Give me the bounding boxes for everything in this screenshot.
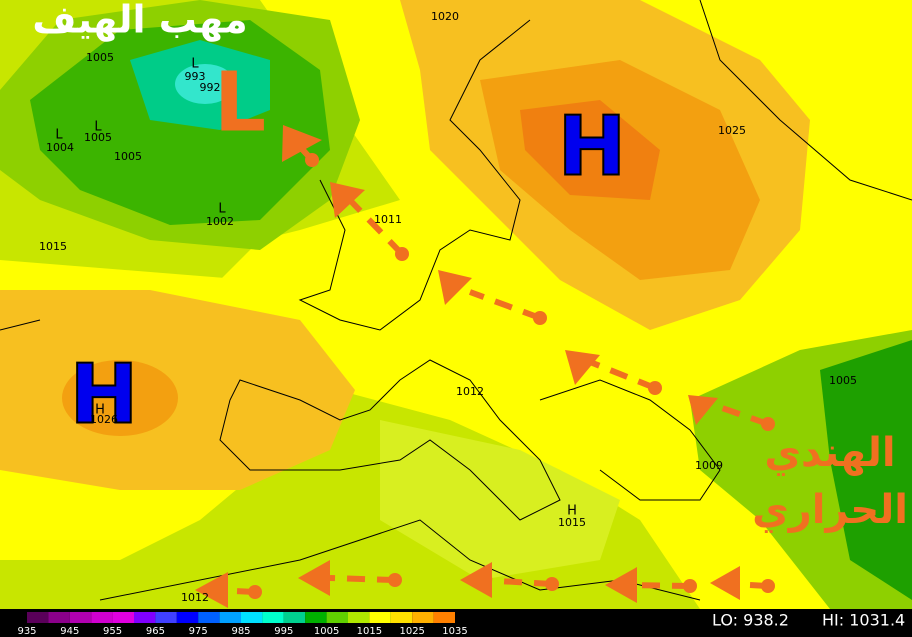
legend-swatch: [390, 612, 413, 623]
legend-tick-label: 965: [146, 626, 165, 637]
legend-tick-label: 1035: [442, 626, 467, 637]
isobar-label: 1025: [718, 124, 746, 137]
legend-swatch: [69, 612, 92, 623]
center-marker: L: [94, 120, 102, 135]
isobar-label: 1005: [114, 150, 142, 163]
legend-tick-label: 1025: [399, 626, 424, 637]
center-marker: L: [191, 57, 199, 72]
legend-lo: LO: 938.2: [712, 611, 789, 630]
isobar-label: 1002: [206, 215, 234, 228]
zone-orange-core: [520, 100, 660, 200]
legend-tick-label: 975: [189, 626, 208, 637]
legend-hi: HI: 1031.4: [822, 611, 905, 630]
annotation-line: الحراري: [752, 487, 908, 533]
isobar-label: 1005: [829, 374, 857, 387]
isobar-label: 1026: [90, 413, 118, 426]
isobar-label: 1012: [181, 591, 209, 604]
isobar-label: 992: [200, 81, 221, 94]
annotation-line: الهندي: [764, 430, 895, 476]
isobar-label: 1004: [46, 141, 74, 154]
legend-tick-label: 935: [17, 626, 36, 637]
legend-swatch: [91, 612, 113, 623]
zone-green: [820, 340, 912, 600]
legend-tick-label: 985: [231, 626, 250, 637]
isobar-label: 1015: [39, 240, 67, 253]
center-marker: L: [218, 202, 226, 217]
isobar-label: 1015: [558, 516, 586, 529]
legend-tick-label: 995: [274, 626, 293, 637]
map-title: مهب الهيف: [32, 0, 247, 42]
legend-swatch: [112, 612, 134, 623]
legend-tick-label: 1005: [314, 626, 339, 637]
legend-swatch: [326, 612, 348, 623]
isobar-label: 1009: [695, 459, 723, 472]
legend-swatch: [305, 612, 327, 623]
legend-swatch: [369, 612, 391, 623]
legend-swatch: [27, 612, 49, 623]
legend-tick-label: 945: [60, 626, 79, 637]
legend-swatch: [348, 612, 370, 623]
center-marker: H: [567, 504, 577, 519]
isobar-label: 1012: [456, 385, 484, 398]
legend-swatch: [219, 612, 241, 623]
legend-swatch: [48, 612, 70, 623]
pressure-system: L: [214, 55, 266, 150]
isobar-label: 1005: [84, 131, 112, 144]
pressure-system: H: [558, 99, 627, 194]
pressure-system: H: [70, 347, 139, 442]
center-marker: H: [95, 403, 105, 418]
legend-swatch: [198, 612, 220, 623]
arrow-heads: [195, 125, 775, 608]
legend-swatch: [241, 612, 263, 623]
legend-swatch: [134, 612, 156, 623]
isobar-label: 993: [185, 70, 206, 83]
zone-orange: [0, 290, 355, 490]
legend-tick-label: 955: [103, 626, 122, 637]
zone-orange-dark: [62, 360, 178, 436]
legend-swatch: [283, 612, 306, 623]
legend-swatch: [262, 612, 284, 623]
legend-tick-label: 1015: [357, 626, 382, 637]
legend-swatch: [176, 612, 199, 623]
center-marker: L: [55, 128, 63, 143]
zone-cyan: [175, 64, 235, 104]
isobar-label: 1011: [374, 213, 402, 226]
legend-swatch: [412, 612, 434, 623]
coastlines: [0, 0, 912, 601]
legend-swatch: [433, 612, 455, 623]
isobar-label: 1005: [86, 51, 114, 64]
legend-swatch: [155, 612, 177, 623]
isobar-label: 1020: [431, 10, 459, 23]
